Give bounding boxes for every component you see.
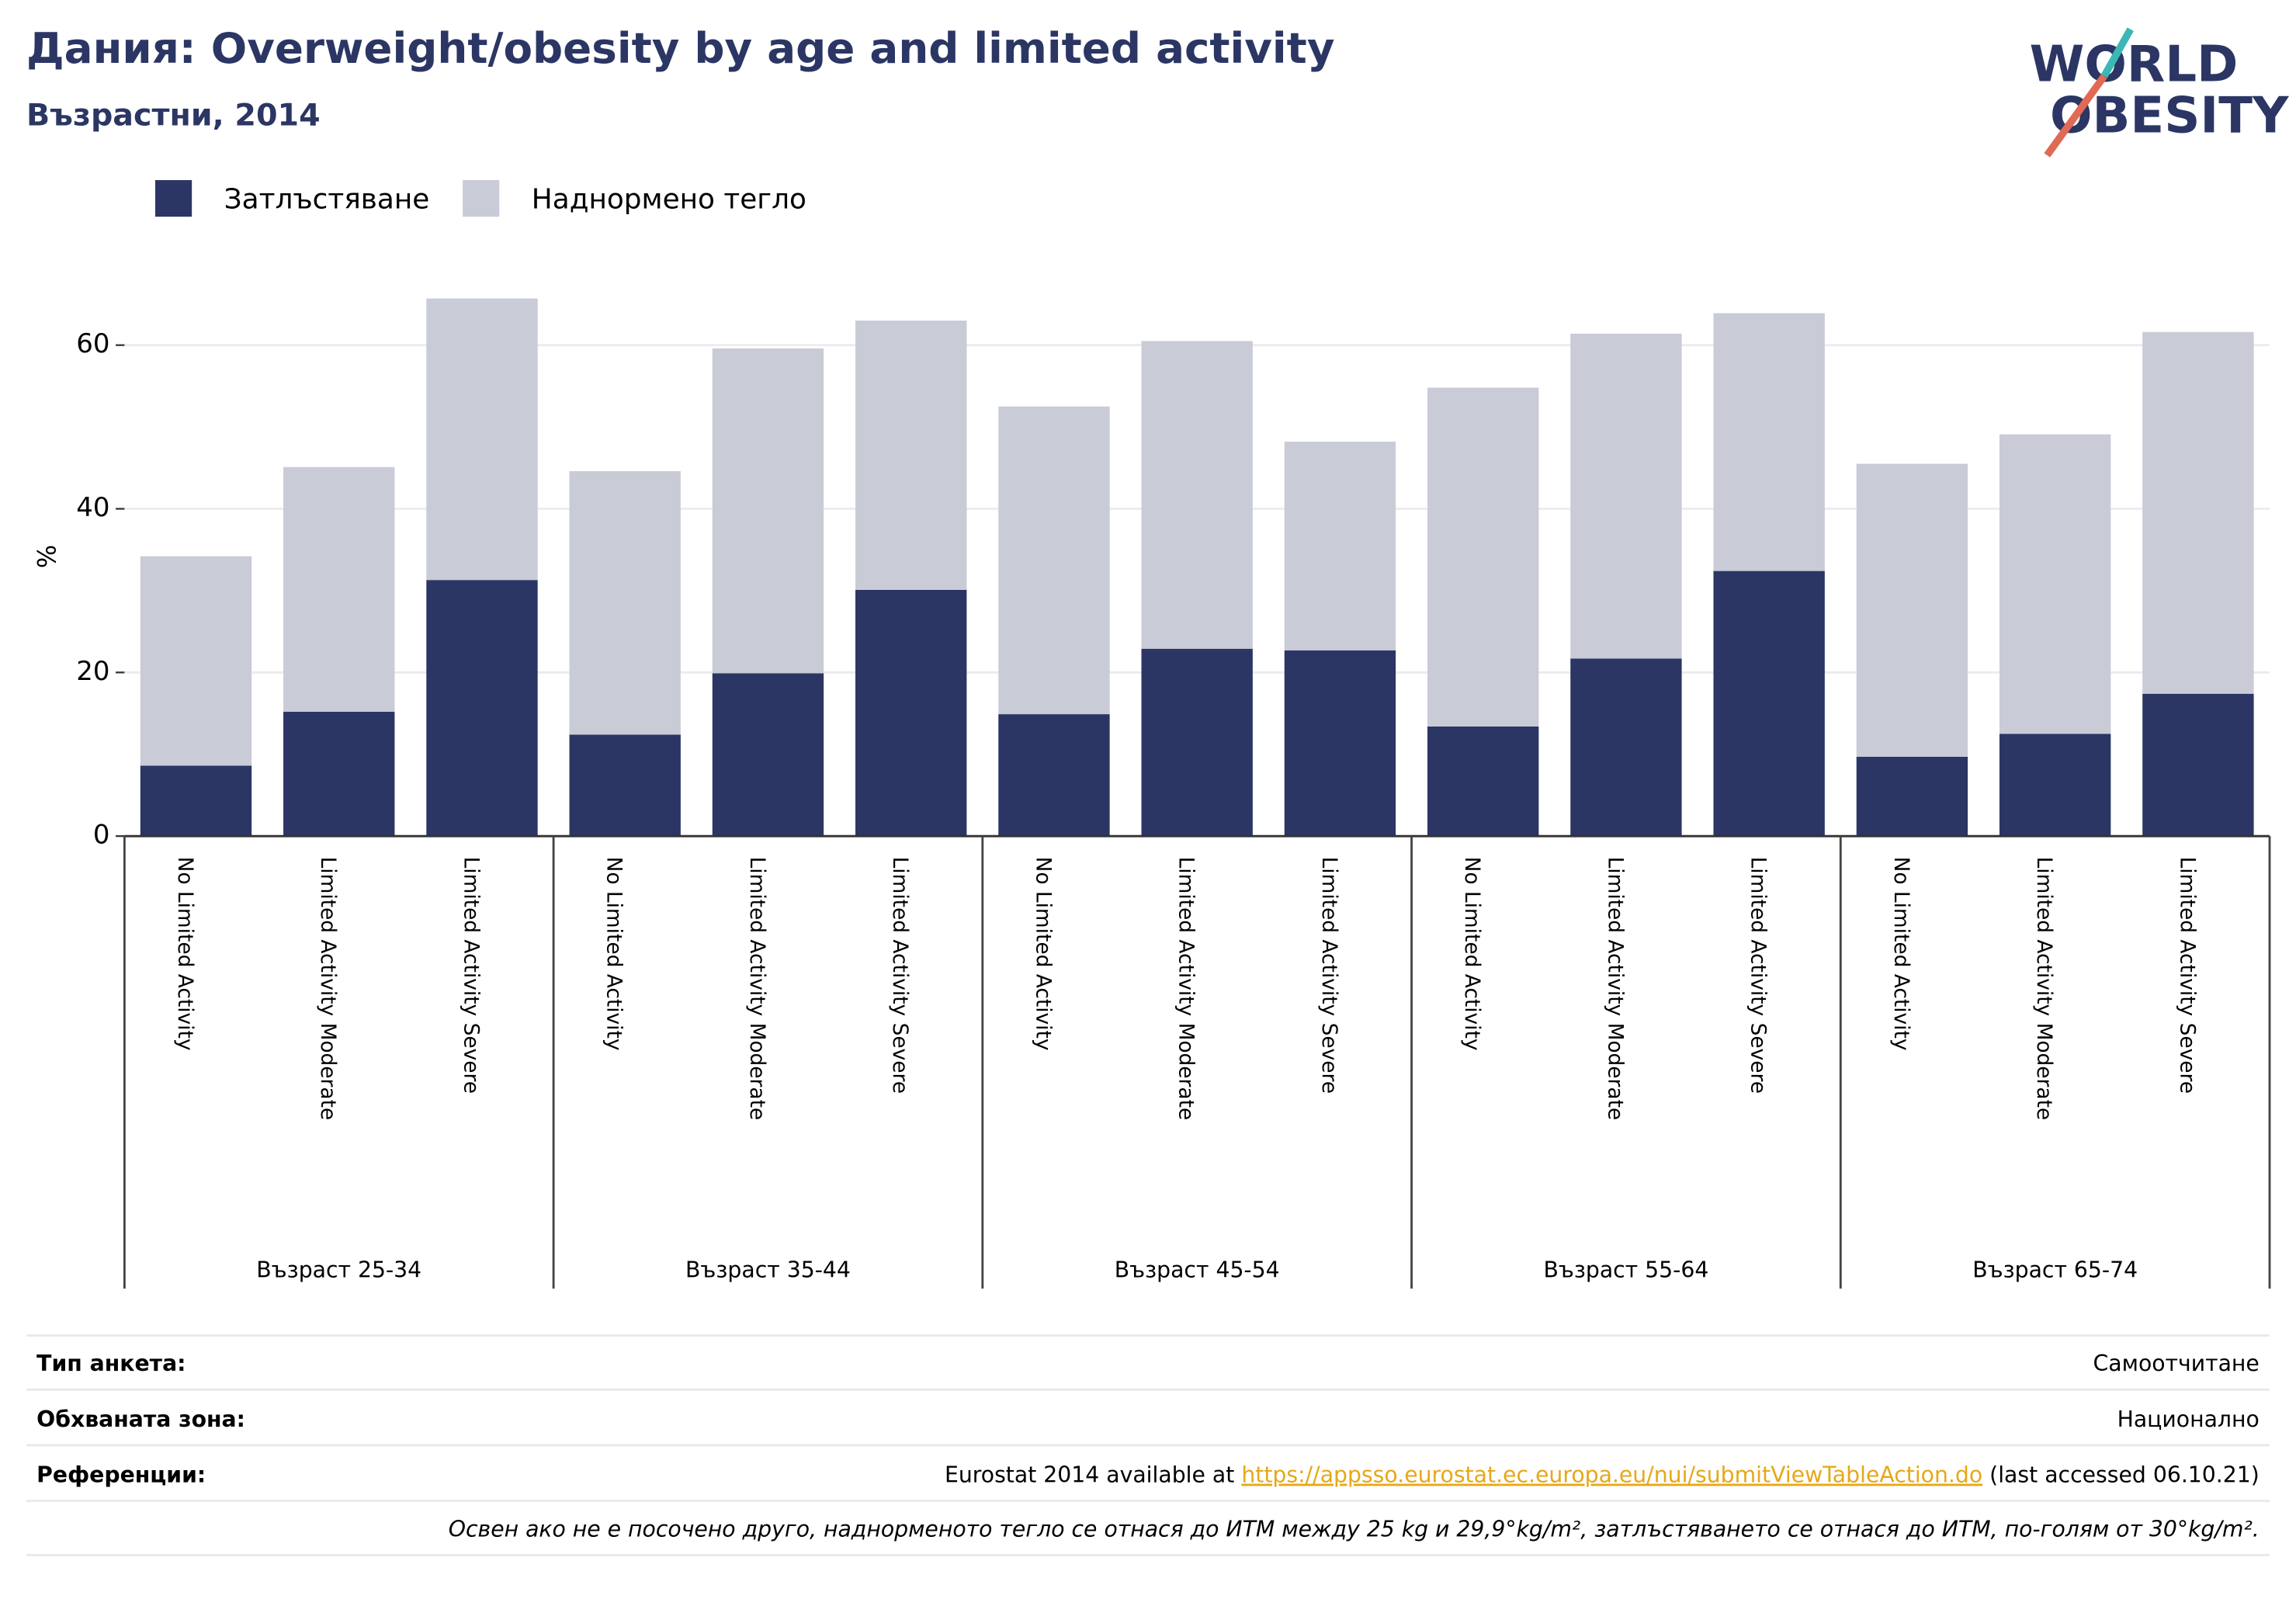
legend-swatch: [463, 180, 500, 217]
bar-segment: [2142, 331, 2254, 694]
bar-segment: [140, 765, 252, 837]
bar-segment: [1999, 734, 2111, 837]
bar-segment: [1713, 571, 1825, 837]
x-tick-label: Limited Activity Moderate: [316, 857, 340, 1121]
bar-segment: [2142, 693, 2254, 837]
bar-segment: [569, 470, 681, 735]
bar-segment: [283, 467, 395, 712]
x-tick-label: No Limited Activity: [173, 857, 197, 1051]
bar-segment: [1141, 648, 1253, 837]
bar-segment: [998, 406, 1110, 715]
y-tick-label: 20: [76, 656, 109, 687]
bar-segment: [1856, 756, 1968, 837]
logo-text: WORLD: [2030, 35, 2239, 93]
footer-label: Референции:: [36, 1462, 206, 1488]
x-tick-label: No Limited Activity: [1889, 857, 1913, 1051]
legend-label: Наднормено тегло: [532, 183, 806, 215]
logo-slash: [2100, 27, 2134, 78]
x-tick-label: Limited Activity Moderate: [745, 857, 769, 1121]
bar-segment: [426, 298, 538, 581]
y-tick-label: 40: [76, 492, 109, 523]
reference: Eurostat 2014 available at https://appss…: [945, 1462, 2260, 1488]
bar-segment: [855, 589, 967, 837]
group-label: Възраст 55-64: [1543, 1257, 1708, 1282]
bar-segment: [283, 711, 395, 837]
x-tick-label: Limited Activity Moderate: [2032, 857, 2056, 1121]
reference-text: Eurostat 2014 available at: [945, 1462, 1241, 1488]
bar-segment: [712, 673, 824, 837]
bar-segment: [855, 321, 967, 590]
x-tick-label: No Limited Activity: [602, 857, 626, 1051]
bar-segment: [569, 734, 681, 837]
x-tick-label: Limited Activity Severe: [459, 857, 483, 1094]
y-axis-label: %: [32, 545, 61, 568]
chart-subtitle: Възрастни, 2014: [26, 97, 321, 133]
bar-segment: [1570, 658, 1682, 837]
footer-label: Обхваната зона:: [36, 1406, 245, 1432]
footer-value: Самоотчитане: [2093, 1351, 2260, 1376]
bar-segment: [998, 714, 1110, 837]
group-label: Възраст 65-74: [1972, 1257, 2138, 1282]
x-tick-label: No Limited Activity: [1031, 857, 1055, 1051]
footer-label: Тип анкета:: [36, 1351, 186, 1376]
bar-segment: [1141, 341, 1253, 649]
logo: WORLD OBESITY: [2030, 27, 2290, 158]
x-tick-label: Limited Activity Severe: [888, 857, 912, 1094]
x-tick-label: No Limited Activity: [1460, 857, 1484, 1051]
bar-segment: [1427, 387, 1539, 727]
x-tick-label: Limited Activity Severe: [2175, 857, 2199, 1094]
bar-segment: [1427, 726, 1539, 837]
footer-value: Национално: [2117, 1406, 2260, 1432]
y-tick-label: 60: [76, 328, 109, 359]
chart-title: Дания: Overweight/obesity by age and lim…: [26, 23, 1335, 73]
group-label: Възраст 35-44: [685, 1257, 851, 1282]
bar-segment: [1999, 434, 2111, 734]
bar-segment: [1284, 650, 1396, 837]
bar-segment: [140, 556, 252, 766]
logo-slash: [2044, 74, 2107, 158]
legend-swatch: [154, 180, 192, 217]
reference-link[interactable]: https://appsso.eurostat.ec.europa.eu/nui…: [1241, 1462, 1982, 1488]
footer-lines: [26, 1334, 2270, 1556]
bar-segment: [1713, 313, 1825, 571]
bar-segment: [712, 348, 824, 674]
bar-segment: [1570, 333, 1682, 659]
footer-note: Освен ако не е посочено друго, наднормен…: [449, 1516, 2260, 1542]
x-tick-label: Limited Activity Moderate: [1174, 857, 1198, 1121]
x-tick-label: Limited Activity Moderate: [1603, 857, 1627, 1121]
bar-segment: [1856, 463, 1968, 757]
bar-segment: [1284, 442, 1396, 650]
x-tick-label: Limited Activity Severe: [1317, 857, 1341, 1094]
y-tick-label: 0: [93, 820, 110, 851]
x-tick-label: Limited Activity Severe: [1746, 857, 1771, 1094]
bar-segment: [426, 580, 538, 837]
group-label: Възраст 25-34: [256, 1257, 421, 1282]
reference-text: (last accessed 06.10.21): [1982, 1462, 2260, 1488]
group-label: Възраст 45-54: [1115, 1257, 1280, 1282]
legend-label: Затлъстяване: [224, 183, 430, 215]
